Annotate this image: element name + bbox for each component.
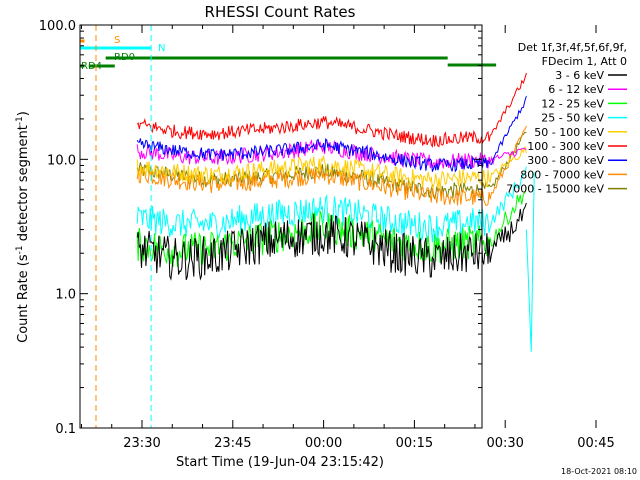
legend-entry-label: 3 - 6 keV	[555, 69, 604, 82]
series-line-3	[136, 166, 527, 243]
legend: Det 1f,3f,4f,5f,6f,9f, FDecim 1, Att 0 3…	[506, 41, 627, 196]
plot-frame	[79, 24, 483, 429]
y-label-end: )	[16, 111, 31, 116]
vertical-lines-layer	[95, 25, 152, 428]
x-tick-label: 00:15	[396, 436, 433, 451]
legend-entry-label: 6 - 12 keV	[548, 83, 604, 96]
flag-label-rd0: RD0	[114, 52, 135, 63]
y-label-mid: detector segment	[16, 125, 31, 245]
series-line-5	[136, 72, 527, 148]
series-layer	[136, 72, 535, 352]
flag-label-rd4: RD4	[81, 61, 102, 72]
y-label-sup2: -1	[15, 116, 25, 125]
legend-header-line-2: FDecim 1, Att 0	[542, 55, 627, 68]
series-line-0	[136, 202, 527, 281]
y-tick-label: 1.0	[55, 288, 76, 303]
footer-timestamp: 18-Oct-2021 08:10	[561, 467, 637, 476]
legend-entry-label: 7000 - 15000 keV	[506, 183, 604, 196]
y-axis-label: Count Rate (s-1 detector segment-1)	[15, 111, 31, 343]
x-tick-label: 00:30	[486, 436, 523, 451]
x-axis-ticks: 23:30 23:45 00:00 00:15 00:30 00:45	[80, 25, 615, 451]
legend-entry-label: 25 - 50 keV	[541, 112, 604, 125]
flag-label-n: N	[158, 43, 165, 54]
x-tick-label: 00:00	[305, 436, 342, 451]
flag-layer: S N RD0 RD4	[80, 35, 497, 72]
series-dip-25-50	[525, 172, 535, 352]
flag-label-s: S	[114, 35, 120, 46]
legend-entry-label: 800 - 7000 keV	[520, 168, 604, 181]
chart-title: RHESSI Count Rates	[205, 3, 356, 21]
y-tick-label: 10.0	[47, 153, 76, 168]
y-axis-ticks: 0.1 1.0 10.0 100.0	[39, 19, 482, 437]
y-tick-label: 100.0	[39, 19, 76, 34]
x-axis-label: Start Time (19-Jun-04 23:15:42)	[176, 455, 384, 470]
y-tick-label: 0.1	[55, 422, 76, 437]
series-line-6	[136, 95, 527, 173]
x-tick-label: 23:30	[123, 436, 160, 451]
y-label-main: Count Rate (s	[16, 254, 31, 343]
x-tick-label: 00:45	[577, 436, 614, 451]
legend-entry-label: 12 - 25 keV	[541, 97, 604, 110]
legend-entry-label: 100 - 300 keV	[527, 140, 604, 153]
x-tick-label: 23:45	[214, 436, 251, 451]
legend-entry-label: 50 - 100 keV	[534, 126, 604, 139]
y-label-sup1: -1	[15, 245, 25, 254]
legend-header-line-1: Det 1f,3f,4f,5f,6f,9f,	[518, 41, 627, 54]
legend-entry-label: 300 - 800 keV	[527, 154, 604, 167]
series-line-4	[136, 146, 527, 189]
